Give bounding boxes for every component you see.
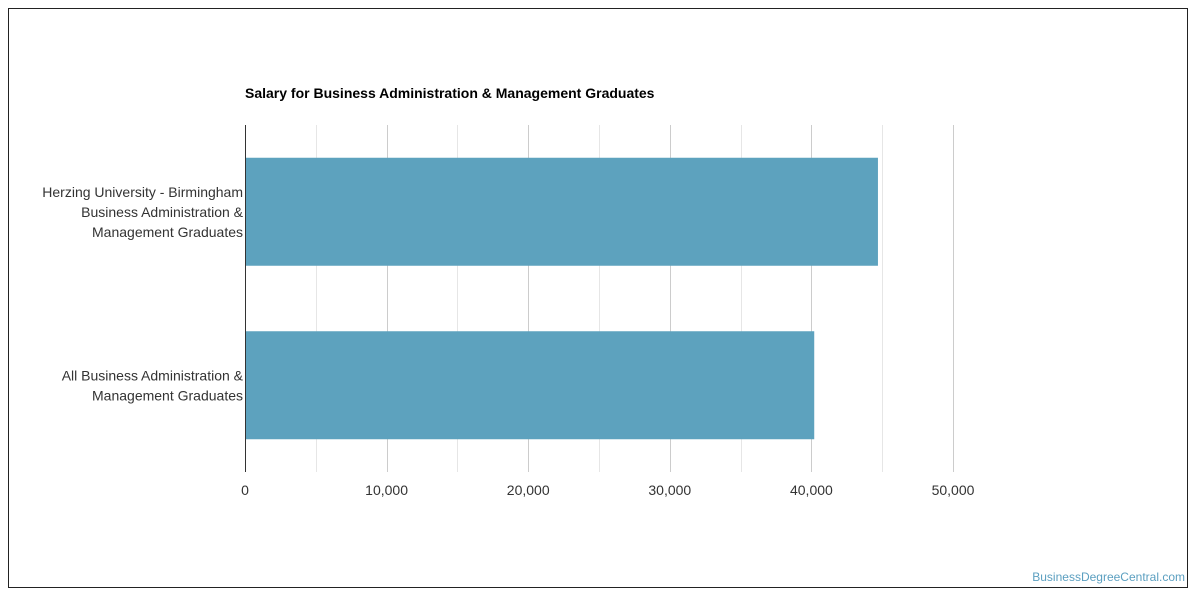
x-tick-label: 20,000 bbox=[507, 482, 550, 498]
category-label-line: Management Graduates bbox=[92, 387, 243, 403]
chart-title: Salary for Business Administration & Man… bbox=[245, 85, 655, 101]
x-tick-label: 30,000 bbox=[648, 482, 691, 498]
x-tick-label: 50,000 bbox=[932, 482, 975, 498]
x-tick-label: 0 bbox=[241, 482, 249, 498]
x-tick-label: 40,000 bbox=[790, 482, 833, 498]
bars bbox=[245, 157, 878, 440]
category-label-line: Business Administration & bbox=[81, 204, 244, 220]
category-label-1: All Business Administration & Management … bbox=[62, 367, 244, 403]
labels: Herzing University - Birmingham Business … bbox=[42, 184, 974, 498]
category-label-line: Management Graduates bbox=[92, 224, 243, 240]
category-label-0: Herzing University - Birmingham Business … bbox=[42, 184, 243, 240]
source-credit[interactable]: BusinessDegreeCentral.com bbox=[1032, 570, 1185, 584]
bar-0[interactable] bbox=[245, 157, 878, 266]
category-label-line: All Business Administration & bbox=[62, 367, 244, 383]
bar-1[interactable] bbox=[245, 331, 815, 440]
category-label-line: Herzing University - Birmingham bbox=[42, 184, 243, 200]
chart-frame bbox=[8, 8, 1188, 588]
x-tick-label: 10,000 bbox=[365, 482, 408, 498]
